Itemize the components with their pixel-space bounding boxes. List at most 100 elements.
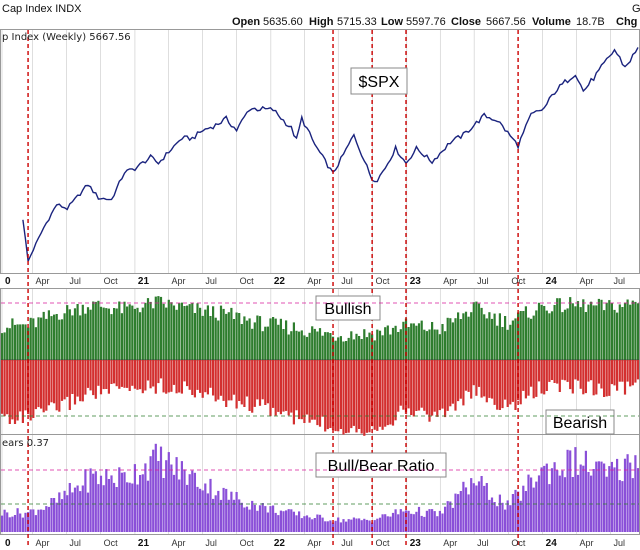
bearish-bar <box>451 360 454 404</box>
bullish-bar <box>384 327 387 360</box>
ratio-bar <box>511 494 514 532</box>
bullish-bar <box>131 305 134 360</box>
bearish-bar <box>183 360 186 382</box>
bullish-bar <box>92 301 95 360</box>
ratio-bar <box>629 462 632 532</box>
bullish-bar <box>126 306 129 360</box>
bearish-bar <box>470 360 473 399</box>
bullish-bar <box>63 313 66 360</box>
bearish-bar <box>60 360 64 401</box>
bearish-bar <box>269 360 272 417</box>
ratio-bar <box>441 513 444 532</box>
ratio-bar <box>102 485 105 532</box>
bullish-bar <box>53 314 56 360</box>
bearish-bar <box>232 360 236 395</box>
bullish-bar <box>391 327 395 360</box>
ratio-bar <box>485 483 488 532</box>
bullish-bar <box>514 318 517 360</box>
ratio-bar <box>446 501 449 532</box>
bullish-bar <box>493 313 496 360</box>
ratio-bar <box>540 467 543 532</box>
ratio-bar <box>266 512 269 532</box>
bullish-bar <box>621 307 624 360</box>
bearish-bar <box>368 360 371 433</box>
x-tick-label-bottom-14: Jul <box>477 538 489 548</box>
ratio-bar <box>519 500 522 532</box>
bullish-bar <box>264 326 267 360</box>
bearish-bar <box>488 360 491 398</box>
bearish-bar <box>21 360 24 423</box>
bullish-bar <box>535 310 538 360</box>
bearish-bar <box>483 360 486 397</box>
bearish-bar <box>209 360 212 388</box>
x-tick-label-top-16: 24 <box>546 276 558 287</box>
x-tick-label-bottom-0: 0 <box>5 538 11 549</box>
bullish-bar <box>193 313 196 360</box>
bullish-bar <box>199 307 202 360</box>
bearish-bar <box>446 360 449 411</box>
ratio-bar <box>464 487 468 532</box>
bullish-bar <box>423 329 426 360</box>
bullish-bar <box>292 322 295 360</box>
bearish-bar <box>415 360 418 411</box>
bearish-bar <box>235 360 238 409</box>
bearish-bar <box>610 360 613 385</box>
ratio-bar <box>550 468 554 532</box>
bullish-bar <box>29 317 32 360</box>
ratio-bar <box>410 513 413 532</box>
bearish-bar <box>86 360 90 388</box>
bullish-bar <box>449 318 452 360</box>
ratio-bar <box>264 506 267 532</box>
bearish-bar <box>66 360 69 397</box>
ratio-bar <box>472 483 475 532</box>
bullish-bar <box>530 318 533 360</box>
bullish-bar <box>201 315 204 360</box>
bullish-bar <box>584 312 587 360</box>
ratio-bar <box>139 475 142 532</box>
bullish-bar <box>154 296 157 360</box>
bullish-bar <box>84 313 87 360</box>
bearish-bar <box>180 360 183 394</box>
ratio-bar <box>285 510 288 532</box>
bullish-bar <box>451 322 454 360</box>
bullish-bar <box>597 298 600 360</box>
bullish-bar <box>488 312 491 360</box>
ratio-bar <box>352 517 355 532</box>
ratio-bar <box>428 509 431 532</box>
bearish-bar <box>631 360 634 386</box>
bearish-bar <box>272 360 275 408</box>
ratio-bar <box>579 464 582 532</box>
bearish-bar <box>550 360 554 380</box>
bearish-bar <box>118 360 121 389</box>
bearish-bar <box>543 360 546 395</box>
bullish-callout-box <box>315 295 381 321</box>
spx-callout-box <box>350 67 408 95</box>
bearish-bar <box>358 360 361 429</box>
bearish-bar <box>24 360 27 411</box>
bearish-bar <box>225 360 228 407</box>
bullish-bar <box>483 314 486 360</box>
ratio-bar <box>8 517 11 532</box>
x-tick-label-top-2: Jul <box>69 276 81 286</box>
bearish-bar <box>345 360 348 434</box>
bullish-bar <box>550 311 554 360</box>
bullish-bar <box>480 307 483 360</box>
ratio-bar <box>459 491 462 532</box>
ratio-bar <box>0 515 4 532</box>
x-tick-label-bottom-17: Apr <box>580 538 594 548</box>
bullish-bar <box>511 320 514 360</box>
spx-callout-text: $SPX <box>359 74 400 91</box>
bearish-bar <box>636 360 640 380</box>
bearish-bar <box>365 360 368 433</box>
ratio-bar <box>337 517 340 532</box>
bearish-bar <box>590 360 593 381</box>
bullish-bar <box>235 312 238 360</box>
x-tick-label-top-18: Jul <box>613 276 625 286</box>
bullish-bar <box>425 331 428 360</box>
ratio-bar <box>616 458 619 532</box>
bearish-bar <box>186 360 189 387</box>
ratio-bar <box>563 477 567 532</box>
ratio-bar <box>214 495 217 532</box>
x-tick-label-bottom-6: Jul <box>205 538 217 548</box>
bullish-bar <box>243 316 246 360</box>
